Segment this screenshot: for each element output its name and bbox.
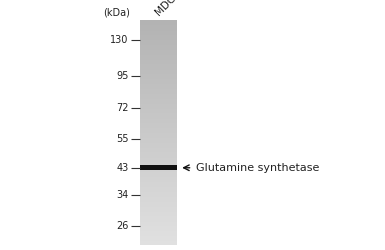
Text: MW: MW xyxy=(107,0,126,2)
Text: 43: 43 xyxy=(116,163,128,173)
Text: 26: 26 xyxy=(116,221,128,231)
Text: 55: 55 xyxy=(116,134,128,144)
Text: 34: 34 xyxy=(116,190,128,200)
Text: 95: 95 xyxy=(116,72,128,82)
Text: (kDa): (kDa) xyxy=(103,8,130,18)
Text: Glutamine synthetase: Glutamine synthetase xyxy=(196,163,320,173)
Text: MDCK: MDCK xyxy=(153,0,182,18)
Text: 130: 130 xyxy=(110,35,128,45)
Text: 72: 72 xyxy=(116,103,128,113)
